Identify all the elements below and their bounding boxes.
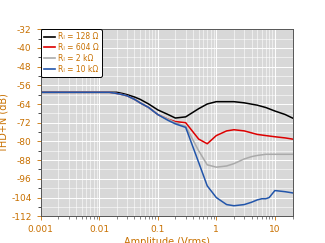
Y-axis label: THD+N (dB): THD+N (dB) bbox=[0, 93, 8, 153]
Legend: Rₗ = 128 Ω, Rₗ = 604 Ω, Rₗ = 2 kΩ, Rₗ = 10 kΩ: Rₗ = 128 Ω, Rₗ = 604 Ω, Rₗ = 2 kΩ, Rₗ = … bbox=[41, 29, 102, 77]
X-axis label: Amplitude (Vrms): Amplitude (Vrms) bbox=[124, 237, 210, 243]
